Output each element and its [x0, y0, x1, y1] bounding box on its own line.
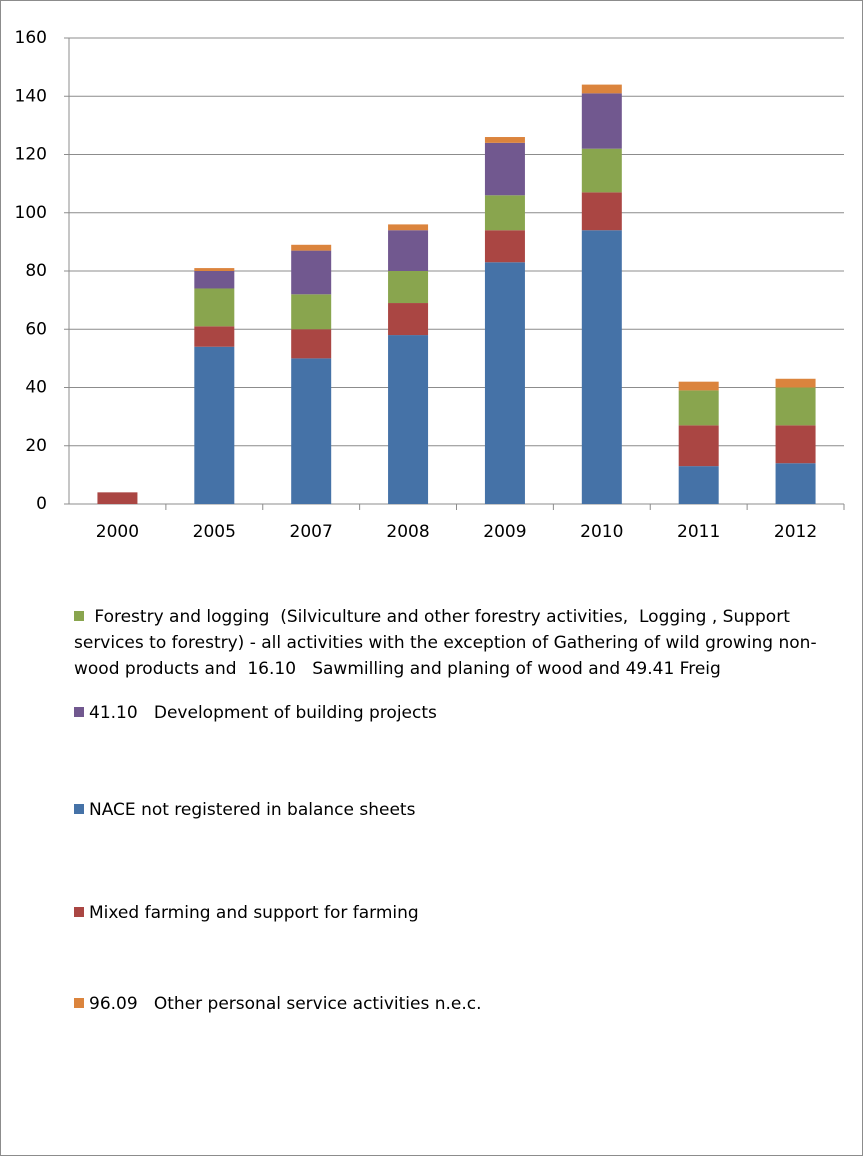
legend-label: 41.10 Development of building projects: [89, 703, 437, 723]
legend-entry: NACE not registered in balance sheets: [74, 797, 824, 823]
bar-segment: [388, 335, 429, 504]
bar-segment: [388, 224, 429, 231]
bar-segment: [484, 137, 525, 143]
y-tick-label: 80: [25, 261, 47, 281]
legend-swatch: [74, 907, 84, 917]
bar-segment: [484, 142, 525, 196]
legend-swatch: [74, 611, 84, 621]
legend-swatch: [74, 707, 84, 717]
bar-segment: [97, 492, 138, 504]
bar-segment: [581, 84, 622, 94]
bar-segment: [194, 268, 235, 271]
bar-segment: [484, 230, 525, 263]
y-tick-label: 120: [15, 145, 47, 165]
bar-segment: [775, 387, 816, 426]
bar-segment: [194, 288, 235, 327]
bar-segment: [775, 463, 816, 504]
legend-label: Mixed farming and support for farming: [89, 903, 419, 923]
legend-label: 96.09 Other personal service activities …: [89, 994, 482, 1014]
bar-segment: [194, 346, 235, 504]
bar-segment: [388, 303, 429, 336]
bar-segment: [291, 250, 332, 295]
bar-segment: [581, 93, 622, 149]
bar-segment: [194, 271, 235, 289]
x-tick-label: 2008: [386, 522, 429, 542]
legend-entry: Mixed farming and support for farming: [74, 900, 824, 926]
bar-segment: [484, 195, 525, 231]
bar-segment: [775, 425, 816, 464]
bar-segment: [581, 148, 622, 193]
x-tick-label: 2012: [774, 522, 817, 542]
x-tick-label: 2011: [677, 522, 720, 542]
legend-label: NACE not registered in balance sheets: [89, 800, 416, 820]
bar-segment: [291, 329, 332, 359]
x-tick-label: 2005: [193, 522, 236, 542]
x-tick-label: 2007: [290, 522, 333, 542]
legend-swatch: [74, 804, 84, 814]
chart: 0 20 40 60 80 100 120 140 160 2000 2005 2007 2008 200…: [15, 28, 845, 542]
bar-segment: [388, 271, 429, 304]
legend-entry: 41.10 Development of building projects: [74, 700, 824, 726]
bar-segment: [678, 381, 719, 391]
y-tick-label: 140: [15, 86, 47, 106]
bar-segment: [581, 192, 622, 231]
legend-entry: Forestry and logging (Silviculture and o…: [74, 604, 824, 682]
bar-segment: [291, 244, 332, 251]
bar-segment: [388, 230, 429, 271]
bar-segment: [291, 294, 332, 330]
bar-segment: [678, 425, 719, 467]
y-tick-label: 40: [25, 378, 47, 398]
x-tick-label: 2000: [96, 522, 139, 542]
y-tick-label: 160: [15, 28, 47, 48]
y-tick-label: 60: [25, 319, 47, 339]
legend-entry: 96.09 Other personal service activities …: [74, 991, 824, 1017]
bar-segment: [194, 326, 235, 347]
bar-segment: [678, 390, 719, 426]
x-tick-label: 2009: [483, 522, 526, 542]
x-tick-label: 2010: [580, 522, 623, 542]
bar-segment: [291, 358, 332, 504]
legend-swatch: [74, 998, 84, 1008]
bar-segment: [775, 378, 816, 388]
y-tick-label: 0: [36, 494, 47, 514]
legend-label: Forestry and logging (Silviculture and o…: [74, 607, 817, 679]
bar-segment: [678, 466, 719, 504]
y-tick-label: 100: [15, 203, 47, 223]
bar-segment: [581, 230, 622, 504]
y-tick-label: 20: [25, 436, 47, 456]
bar-segment: [484, 262, 525, 504]
